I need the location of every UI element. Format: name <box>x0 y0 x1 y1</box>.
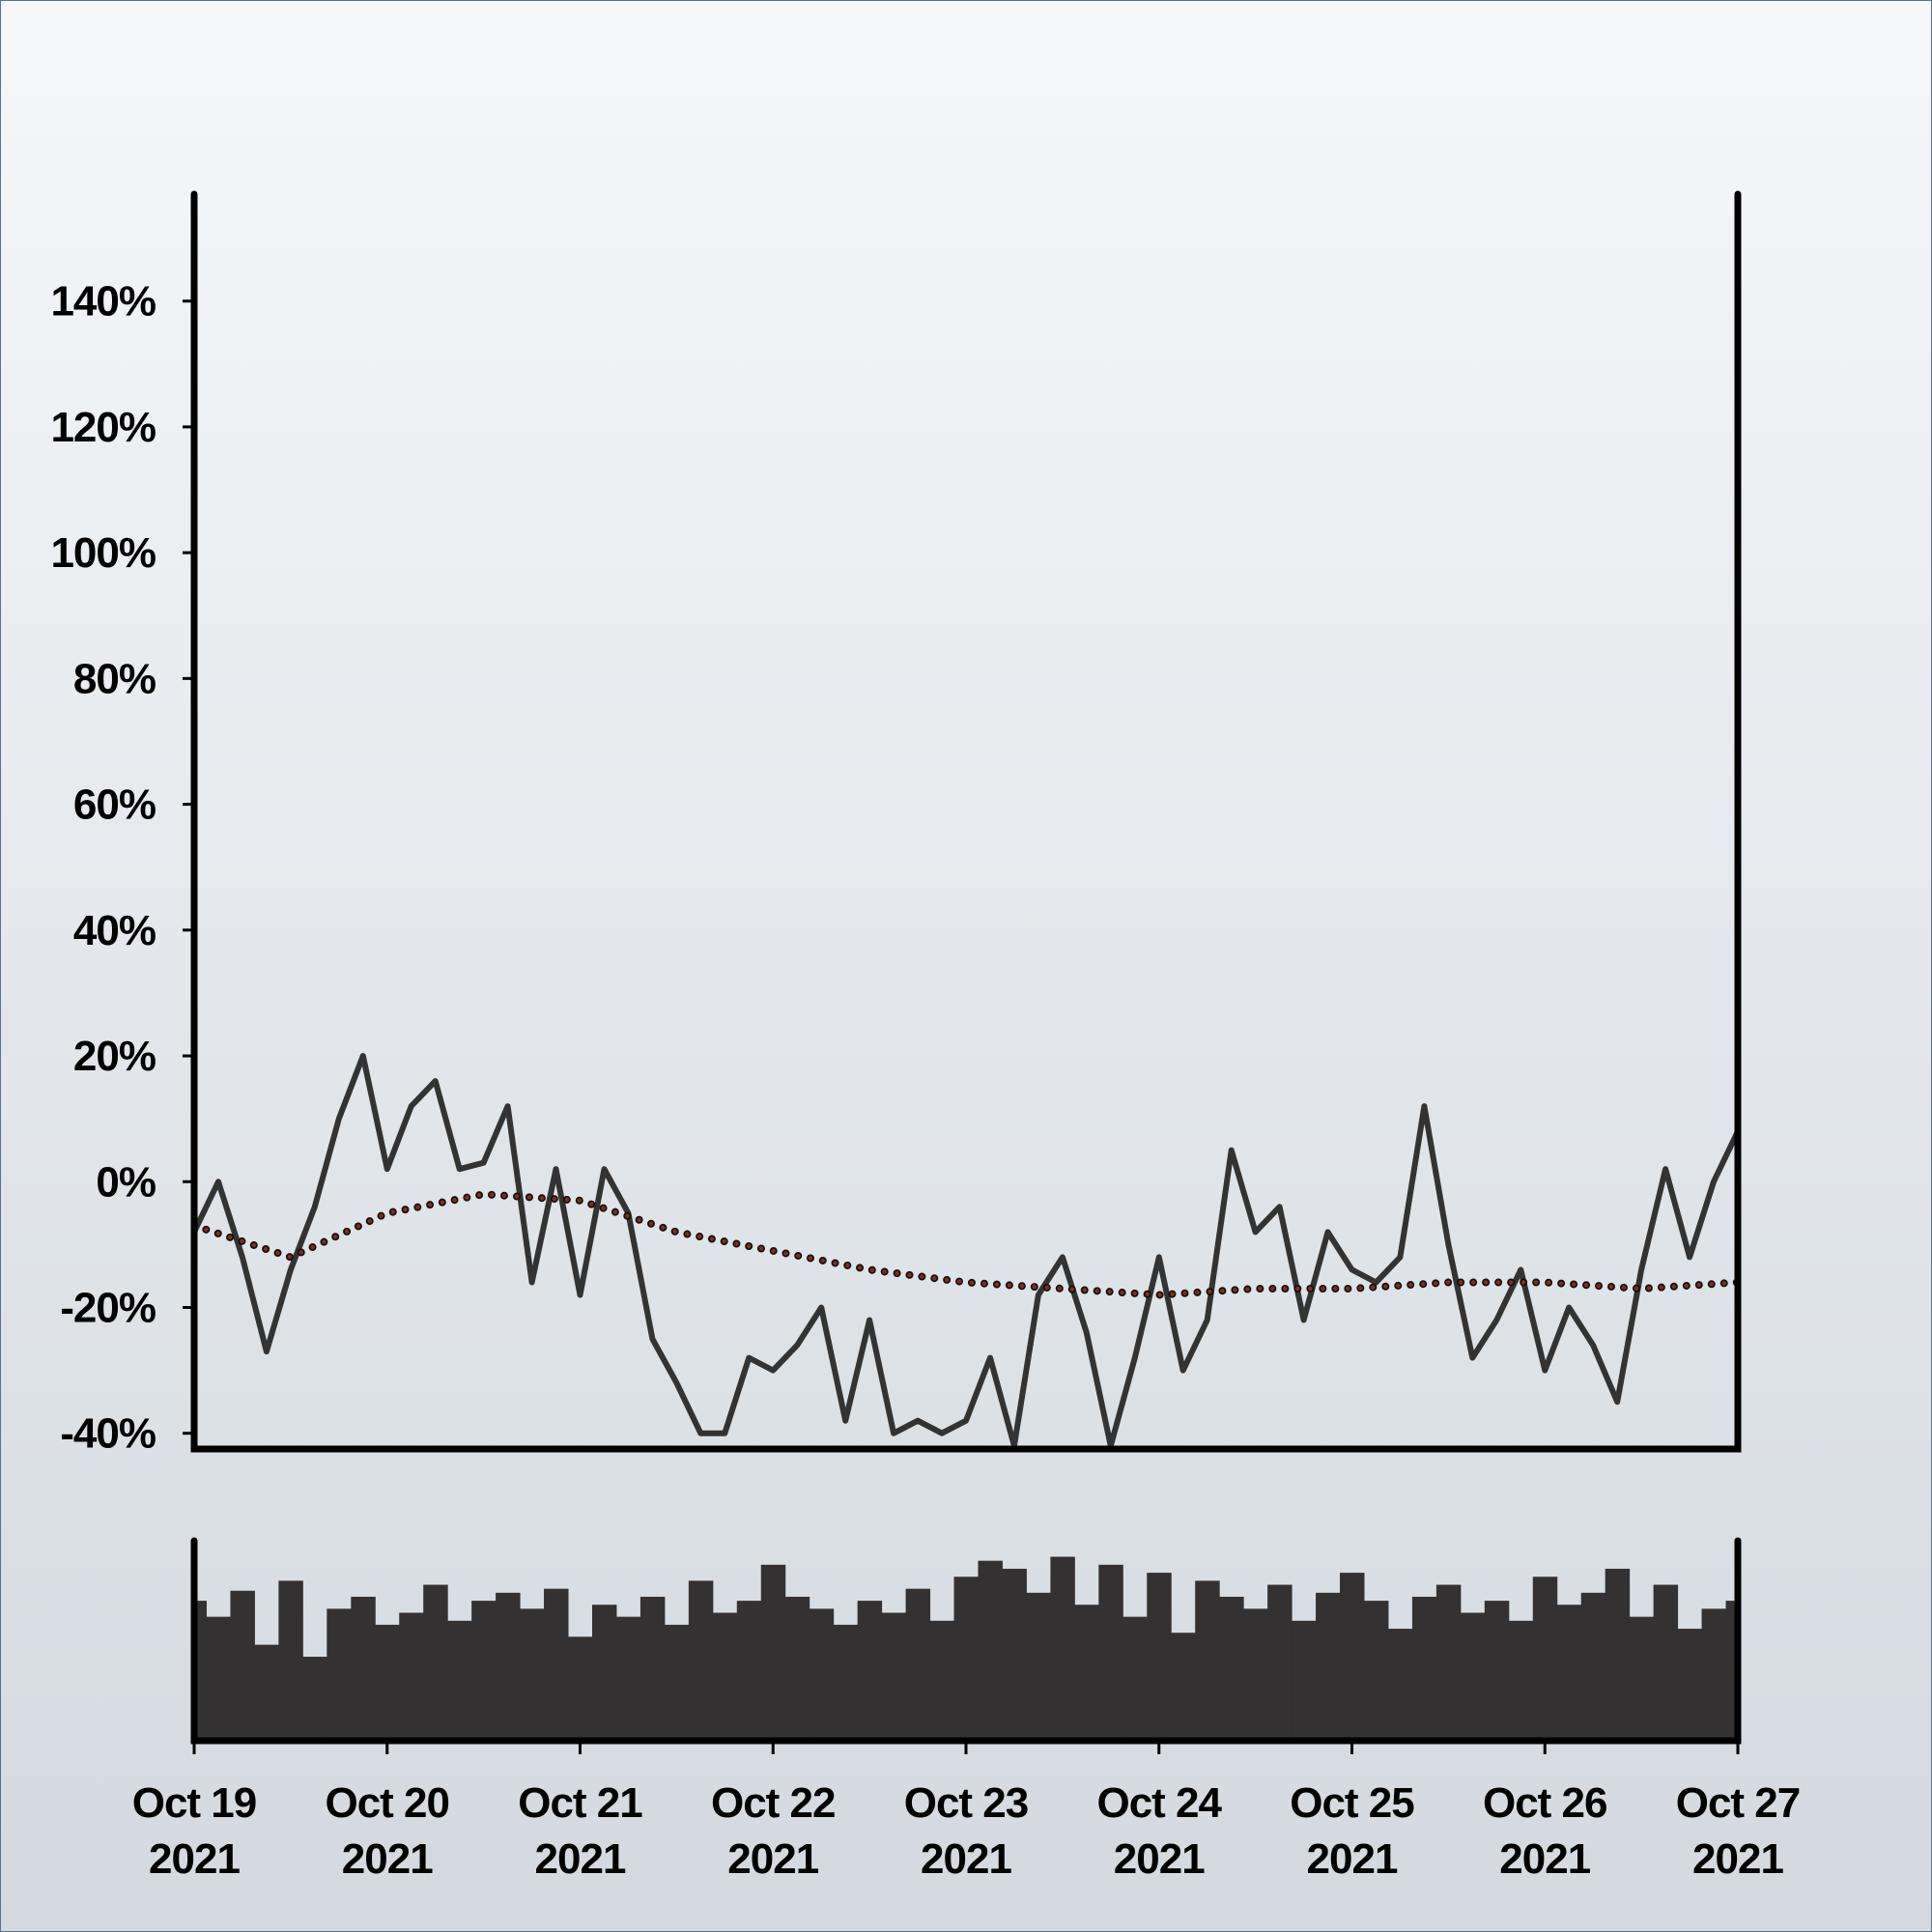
y-tick-label: -20% <box>60 1284 156 1331</box>
volume-bar <box>1122 1616 1148 1741</box>
volume-bar <box>399 1612 424 1741</box>
volume-bar <box>471 1601 497 1741</box>
y-tick-label: 80% <box>73 655 156 702</box>
x-tick-label: Oct 22 2021 <box>711 1779 836 1883</box>
axis-frame <box>190 190 1742 1453</box>
x-tick-label: Oct 19 2021 <box>132 1779 257 1883</box>
volume-bar <box>953 1577 979 1741</box>
volume-bar <box>1605 1568 1631 1741</box>
volume-bar <box>736 1601 762 1741</box>
volume-bar <box>615 1616 641 1741</box>
volume-bar <box>254 1644 279 1741</box>
volume-bar <box>1653 1584 1679 1741</box>
volume-bar <box>1532 1577 1558 1741</box>
volume-area <box>194 1556 1738 1741</box>
volume-bar <box>1171 1633 1196 1741</box>
volume-bar <box>1267 1584 1293 1741</box>
volume-bar <box>1411 1596 1437 1741</box>
volume-bar <box>278 1580 303 1741</box>
x-tick-label: Oct 24 2021 <box>1096 1779 1222 1883</box>
volume-bar <box>591 1605 617 1741</box>
volume-bar <box>688 1580 714 1741</box>
volume-bar <box>1340 1573 1365 1741</box>
volume-bar <box>544 1588 569 1741</box>
volume-bar <box>1701 1608 1727 1741</box>
volume-bar <box>1508 1620 1534 1741</box>
volume-bar <box>1074 1605 1099 1741</box>
x-tick-label: Oct 26 2021 <box>1483 1779 1607 1883</box>
volume-bar <box>1147 1573 1172 1741</box>
x-tick-label: Oct 25 2021 <box>1290 1779 1414 1883</box>
volume-bar <box>1292 1620 1317 1741</box>
y-tick-label: 0% <box>96 1158 156 1206</box>
volume-bar <box>857 1601 883 1741</box>
volume-bar <box>1219 1596 1244 1741</box>
volume-bar <box>639 1596 666 1741</box>
volume-bar <box>351 1596 376 1741</box>
y-tick-label: 100% <box>50 529 156 577</box>
x-tick-label: Oct 20 2021 <box>325 1779 449 1883</box>
volume-bar <box>978 1560 1003 1741</box>
x-tick-label: Oct 21 2021 <box>518 1779 642 1883</box>
x-tick-label: Oct 27 2021 <box>1676 1779 1801 1883</box>
y-tick-label: 20% <box>73 1033 156 1080</box>
volume-bar <box>905 1588 931 1741</box>
volume-bar <box>520 1608 545 1741</box>
volume-bar <box>1002 1568 1027 1741</box>
volume-bar <box>1629 1616 1655 1741</box>
volume-bar <box>1435 1584 1462 1741</box>
volume-bar <box>206 1616 231 1741</box>
volume-bar <box>1243 1608 1268 1741</box>
volume-bar <box>1677 1629 1703 1741</box>
volume-bar <box>1363 1601 1389 1741</box>
moving-average-fill <box>194 1192 1738 1297</box>
volume-bar <box>1098 1564 1123 1741</box>
volume-bar <box>1195 1580 1220 1741</box>
volume-bar <box>1050 1556 1075 1741</box>
volume-bar <box>1580 1592 1606 1741</box>
volume-bar <box>929 1620 955 1741</box>
y-tick-label: 120% <box>50 404 156 451</box>
y-tick-label: 40% <box>73 907 156 954</box>
y-tick-label: 140% <box>50 278 156 326</box>
volume-bar <box>809 1608 835 1741</box>
plot-area <box>194 1053 1738 1449</box>
volume-bar <box>1387 1629 1413 1741</box>
price-line <box>194 1053 1738 1449</box>
moving-average <box>194 1190 1738 1299</box>
volume-bar <box>712 1612 738 1741</box>
y-tick-label: -40% <box>60 1410 156 1458</box>
volume-bar <box>568 1636 593 1741</box>
volume-bar <box>1026 1592 1051 1741</box>
volume-bar <box>833 1624 859 1741</box>
volume-bar <box>1316 1592 1341 1741</box>
volume-bar <box>1484 1601 1510 1741</box>
volume-bar <box>1556 1605 1582 1741</box>
volume-bar <box>881 1612 907 1741</box>
x-tick-label: Oct 23 2021 <box>904 1779 1029 1883</box>
volume-bar <box>327 1608 352 1741</box>
volume-bar <box>496 1592 521 1741</box>
volume-bar <box>1460 1612 1486 1741</box>
y-tick-label: 60% <box>73 781 156 829</box>
volume-bar <box>784 1596 810 1741</box>
volume-bar <box>230 1590 255 1741</box>
volume-bar <box>760 1564 786 1741</box>
volume-bar <box>302 1657 327 1741</box>
volume-bar <box>423 1584 448 1741</box>
volume-bar <box>664 1624 690 1741</box>
volume-bar <box>447 1620 472 1741</box>
volume-bar <box>375 1624 400 1741</box>
